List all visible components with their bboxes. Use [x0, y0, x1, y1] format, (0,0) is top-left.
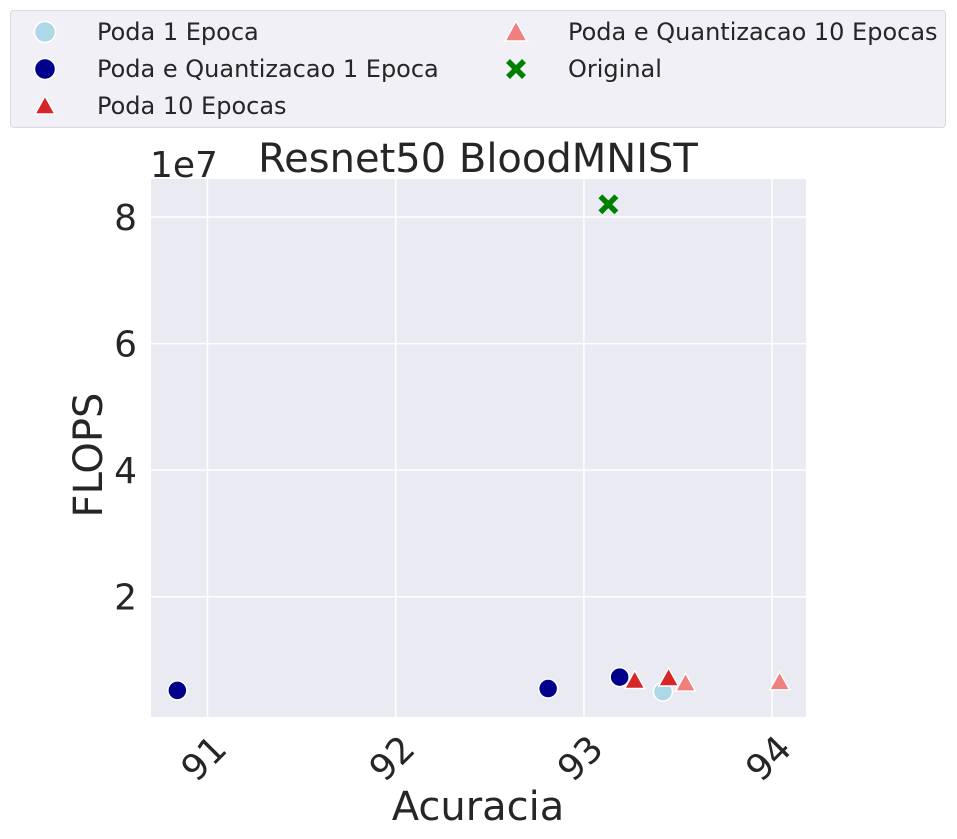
plot-area	[151, 179, 806, 717]
x-axis-label: Acuracia	[392, 784, 565, 830]
legend-label: Poda 1 Epoca	[97, 17, 259, 46]
data-point-triangle	[768, 670, 791, 691]
data-point-triangle	[657, 666, 680, 687]
y-tick-label: 2	[114, 578, 137, 619]
legend-marker-red-triangle	[33, 93, 57, 115]
x-tick-label: 92	[362, 728, 423, 789]
legend-label: Original	[568, 54, 662, 83]
data-point-circle	[167, 680, 188, 701]
y-offset-label: 1e7	[150, 145, 218, 186]
y-tick-label: 6	[114, 325, 137, 366]
y-axis-label: FLOPS	[66, 393, 112, 518]
chart-title: Resnet50 BloodMNIST	[258, 136, 698, 182]
data-point-x	[598, 194, 619, 215]
legend-marker-salmon-triangle	[503, 18, 529, 42]
legend-entry-poda-1-epoca: Poda 1 Epoca	[15, 13, 259, 50]
grid	[151, 179, 806, 717]
data-point-triangle	[674, 671, 697, 692]
y-tick-label: 8	[114, 198, 137, 239]
legend-marker-dark-blue-circle	[33, 57, 57, 80]
legend-entry-poda-10-epocas: Poda 10 Epocas	[15, 87, 287, 124]
legend-entry-poda-quantizacao-1-epoca: Poda e Quantizacao 1 Epoca	[15, 50, 439, 87]
legend-marker-green-x	[506, 58, 526, 79]
legend-label: Poda 10 Epocas	[97, 91, 287, 120]
x-tick-label: 91	[174, 728, 235, 789]
data-point-circle	[609, 666, 630, 688]
legend: Poda 1 Epoca Poda e Quantizacao 1 Epoca …	[10, 10, 946, 128]
legend-entry-poda-quantizacao-10-epocas: Poda e Quantizacao 10 Epocas	[486, 13, 938, 50]
x-tick-label: 93	[550, 728, 611, 789]
legend-label: Poda e Quantizacao 10 Epocas	[568, 17, 938, 46]
data-point-circle	[537, 678, 559, 699]
y-tick-label: 4	[114, 451, 137, 492]
data-point-triangle	[623, 669, 646, 690]
legend-entry-original: Original	[486, 50, 662, 87]
legend-label: Poda e Quantizacao 1 Epoca	[97, 54, 439, 83]
data-points	[167, 194, 791, 702]
x-tick-label: 94	[738, 728, 799, 789]
legend-marker-light-blue-circle	[33, 20, 57, 43]
